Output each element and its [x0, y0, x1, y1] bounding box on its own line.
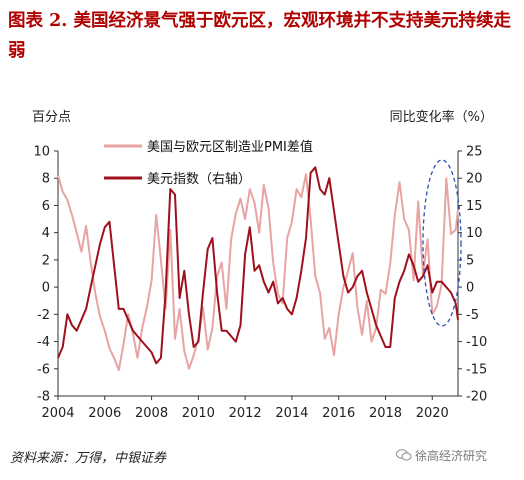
left-axis-unit: 百分点 [32, 110, 71, 125]
legend-label-pmi: 美国与欧元区制造业PMI差值 [147, 139, 313, 155]
x-tick-label: 2004 [41, 406, 74, 421]
x-tick-label: 2020 [416, 406, 449, 421]
left-tick-label: 6 [42, 199, 50, 214]
left-tick-label: 8 [42, 172, 50, 187]
x-tick-label: 2018 [369, 406, 402, 421]
legend: 美国与欧元区制造业PMI差值 美元指数（右轴） [104, 139, 313, 187]
left-tick-label: 0 [42, 281, 50, 296]
x-tick-label: 2012 [229, 406, 262, 421]
right-tick-label: -15 [466, 362, 487, 377]
x-tick-label: 2008 [135, 406, 168, 421]
watermark: 徐高经济研究 [396, 447, 487, 464]
left-tick-label: 4 [42, 226, 50, 241]
left-tick-label: -4 [37, 335, 50, 350]
series-line-pmi-diff [57, 173, 459, 372]
watermark-text: 徐高经济研究 [415, 449, 488, 463]
right-tick-label: -20 [466, 390, 487, 405]
x-tick-label: 2014 [275, 406, 308, 421]
highlight-ellipse [422, 159, 462, 327]
left-tick-label: 2 [42, 253, 50, 268]
right-tick-label: -10 [466, 335, 487, 350]
left-tick-label: 10 [33, 145, 50, 160]
right-tick-label: 20 [466, 172, 483, 187]
wechat-icon [396, 449, 412, 461]
series-line-usd-index [57, 166, 459, 365]
series-layer [57, 166, 459, 372]
right-tick-label: 10 [466, 226, 483, 241]
left-tick-label: -2 [37, 308, 50, 323]
source-note: 资料来源：万得，中银证券 [10, 451, 167, 466]
x-tick-label: 2010 [182, 406, 215, 421]
left-tick-label: -8 [37, 390, 50, 405]
legend-label-usd: 美元指数（右轴） [147, 172, 251, 187]
right-tick-label: 25 [466, 145, 483, 160]
chart-title: 图表 2. 美国经济景气强于欧元区，宏观环境并不支持美元持续走弱 [8, 11, 511, 61]
x-tick-label: 2006 [88, 406, 121, 421]
right-tick-label: 15 [466, 199, 483, 214]
right-tick-label: 5 [466, 253, 474, 268]
axes: -8-6-4-20246810-20-15-10-505101520252004… [33, 145, 487, 422]
right-axis-unit: 同比变化率（%） [390, 109, 493, 125]
x-tick-label: 2016 [322, 406, 355, 421]
left-tick-label: -6 [37, 362, 50, 377]
right-tick-label: -5 [466, 308, 479, 323]
right-tick-label: 0 [466, 281, 474, 296]
